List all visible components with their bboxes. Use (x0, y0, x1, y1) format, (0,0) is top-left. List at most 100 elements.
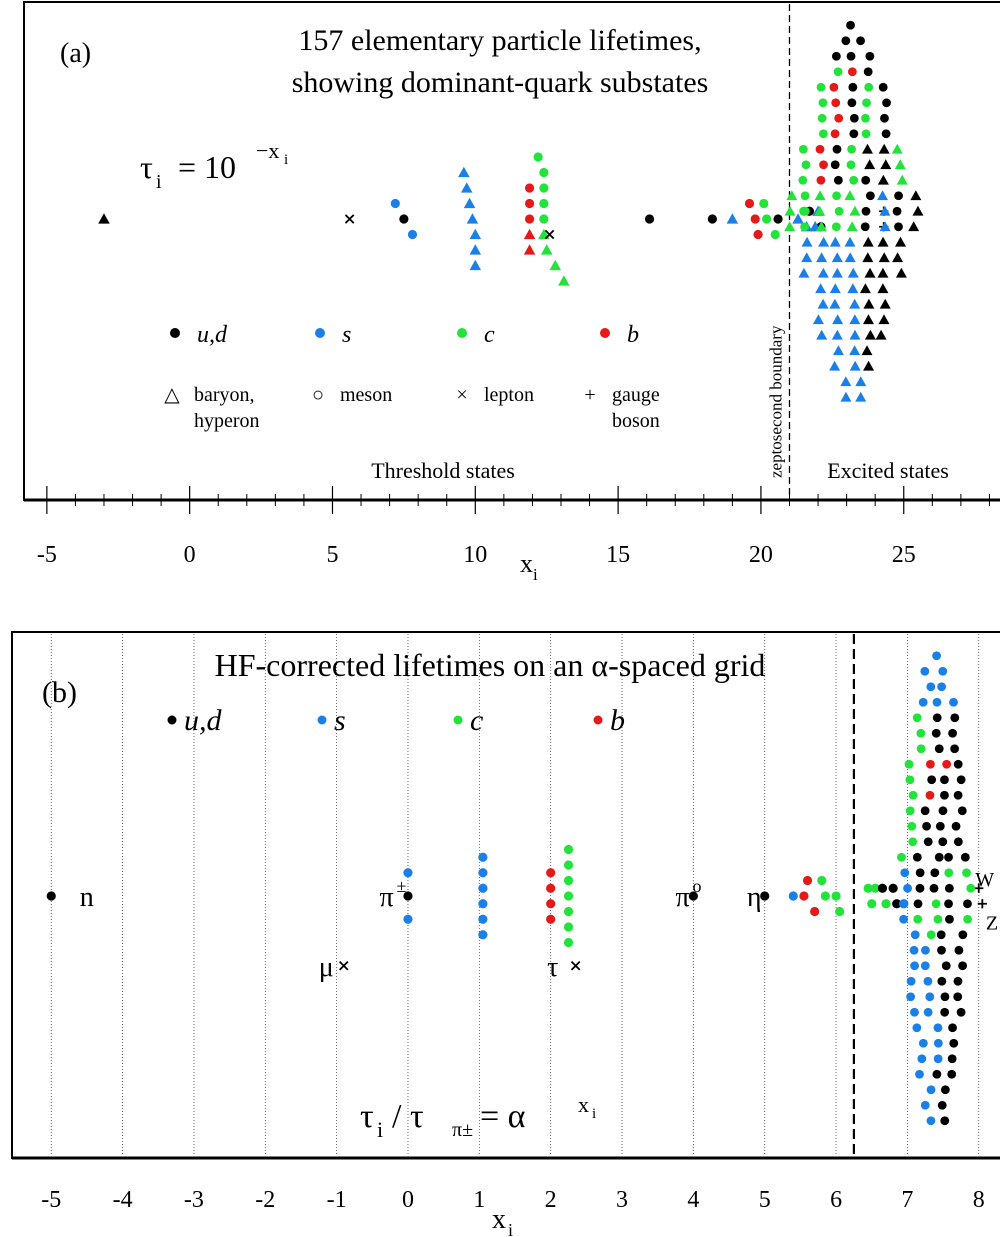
excited-point-s-tri (798, 267, 810, 278)
excited-point-ud (947, 1054, 957, 1064)
excited-point-s-tri (829, 283, 841, 294)
legend-type-symbol: + (584, 384, 595, 406)
excited-point-ud-dot (865, 191, 875, 201)
point-ud-dot (688, 891, 698, 901)
excited-point-b-dot (831, 98, 841, 108)
excited-point-s (925, 992, 935, 1002)
particle-label-sup: ± (396, 876, 406, 896)
point-s-tri (469, 244, 482, 255)
excited-point-ud-dot (861, 206, 871, 216)
excited-point-ud-dot (846, 51, 856, 61)
point-gauge-plus (974, 883, 984, 893)
panel-b-particle-labels: n π ±μ τπ o ηWZ (80, 869, 998, 983)
excited-point-ud (938, 837, 948, 847)
excited-point-ud (941, 961, 951, 971)
excited-point-b-dot (829, 82, 839, 92)
excited-point-ud-tri (862, 252, 874, 263)
excited-point-s-tri (829, 360, 841, 371)
excited-point-c (916, 744, 926, 754)
excited-point-ud (927, 775, 937, 785)
excited-point-c-dot (862, 98, 871, 108)
excited-point-ud (938, 806, 948, 816)
legend-type-label: boson (612, 410, 660, 432)
excited-point-s-tri (877, 190, 889, 201)
excited-point-s (933, 1023, 943, 1033)
excited-point-s (926, 1085, 936, 1095)
excited-point-c-dot (861, 113, 870, 123)
excited-point-c (907, 821, 917, 831)
panel-a-title-line1: 157 elementary particle lifetimes, (298, 24, 701, 57)
excited-point-c-dot (798, 175, 808, 185)
point-s-tri (466, 213, 479, 224)
point-ud-dot (892, 899, 902, 909)
x-tick-label: 8 (973, 1187, 985, 1213)
point-s-dot (403, 914, 413, 924)
excited-point-ud-dot (894, 222, 903, 232)
excited-point-ud-tri (879, 298, 891, 309)
excited-point-ud-tri (908, 221, 920, 232)
excited-point-ud (960, 852, 970, 862)
panel-a-title-line2: showing dominant-quark substates (292, 66, 709, 99)
excited-point-s-tri (801, 252, 813, 263)
excited-point-c (916, 728, 926, 738)
excited-point-ud-dot (894, 191, 903, 201)
excited-point-ud-tri (862, 314, 874, 325)
excited-point-ud-dot (846, 20, 855, 30)
point-c-dot (563, 906, 574, 917)
point-c-dot (563, 937, 574, 948)
legend-c-label: c (470, 704, 483, 737)
point-s-dot (478, 852, 488, 862)
excited-point-ud (944, 883, 954, 893)
excited-point-ud (913, 899, 923, 909)
formula-b-exp-sub: i (592, 1106, 596, 1122)
legend-ud-marker (170, 328, 180, 338)
point-lepton-x (344, 214, 355, 224)
point-c-dot (762, 214, 772, 224)
excited-point-c-tri (815, 221, 827, 232)
legend-b-marker (593, 715, 603, 725)
excited-point-s (937, 682, 947, 692)
x-tick-label: 25 (892, 542, 916, 568)
excited-point-s (918, 1038, 928, 1048)
excited-point-ud-dot (878, 82, 888, 92)
legend-b-marker (600, 328, 610, 338)
excited-point-ud (915, 868, 925, 878)
x-tick-label: -2 (255, 1187, 275, 1213)
formula-a-eq: = 10 (178, 149, 236, 185)
x-tick-label: 20 (749, 542, 773, 568)
excited-point-b-dot (847, 67, 857, 77)
excited-point-ud-dot (848, 82, 858, 92)
legend-b-label: b (627, 322, 639, 348)
excited-point-ud-dot (849, 129, 859, 139)
excited-point-c-dot (800, 206, 810, 216)
formula-a-tau: τ (140, 149, 153, 185)
point-ud-dot (707, 214, 717, 224)
excited-point-s-tri (812, 314, 824, 325)
excited-point-ud-dot (856, 36, 865, 46)
point-s-tri (726, 213, 739, 224)
excited-point-ud (932, 713, 942, 723)
point-b-tri (523, 228, 536, 240)
excited-point-ud-dot (865, 51, 875, 61)
excited-point-s-tri (849, 329, 861, 340)
legend-type-label: hyperon (194, 410, 260, 432)
excited-point-c (926, 930, 936, 940)
formula-b-sub: i (377, 1117, 383, 1142)
excited-point-s (921, 945, 930, 955)
legend-type-label: baryon, (194, 384, 255, 406)
point-c-dot (835, 906, 845, 917)
excited-point-c-dot (831, 222, 841, 232)
point-s-dot (478, 868, 488, 878)
legend-ud-label: u,d (184, 704, 223, 737)
excited-point-c-dot (847, 144, 856, 154)
particle-label: π (379, 882, 393, 913)
excited-point-s (906, 992, 916, 1002)
excited-point-ud (963, 899, 972, 909)
point-c-dot (863, 883, 873, 893)
excited-point-c-dot (864, 82, 874, 92)
excited-point-ud (934, 852, 944, 862)
formula-a-exp: −x (256, 138, 279, 163)
excited-point-ud-dot (841, 36, 851, 46)
excited-point-c-tri (849, 205, 861, 216)
legend-ud-label: u,d (197, 322, 228, 348)
